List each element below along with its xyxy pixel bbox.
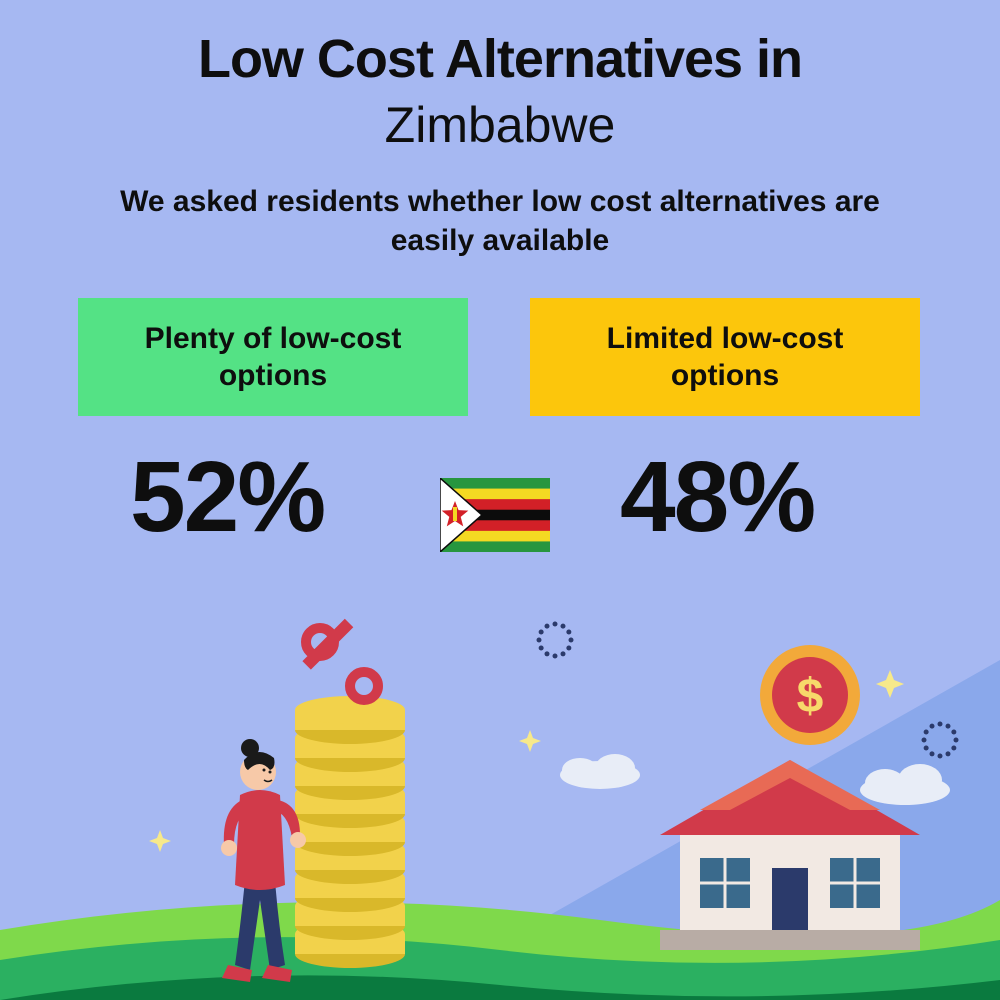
card-limited: Limited low-cost options — [530, 298, 920, 416]
infographic-canvas: Low Cost Alternatives in Zimbabwe We ask… — [0, 0, 1000, 1000]
title-line1: Low Cost Alternatives in — [0, 28, 1000, 90]
card-plenty: Plenty of low-cost options — [78, 298, 468, 416]
percent-plenty: 52% — [130, 440, 324, 555]
illustration: $ — [0, 600, 1000, 1000]
title-line2: Zimbabwe — [0, 96, 1000, 154]
card-limited-label: Limited low-cost options — [570, 320, 880, 395]
card-plenty-label: Plenty of low-cost options — [118, 320, 428, 395]
svg-text:$: $ — [797, 670, 824, 723]
subtitle: We asked residents whether low cost alte… — [120, 182, 880, 260]
zimbabwe-flag-icon — [440, 478, 550, 552]
percent-limited: 48% — [620, 440, 814, 555]
